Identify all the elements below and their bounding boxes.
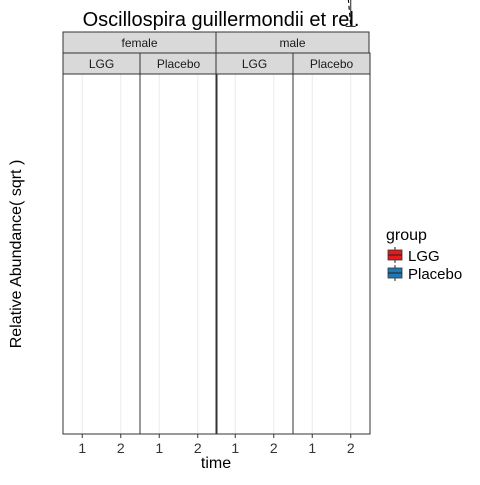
chart-title: Oscillospira guillermondii et rel.: [83, 9, 360, 31]
facet-strip-label-Placebo: Placebo: [310, 57, 354, 71]
y-axis-title: Relative Abundance( sqrt ): [8, 160, 25, 349]
legend-label-Placebo: Placebo: [408, 266, 462, 283]
legend-item-Placebo: Placebo: [387, 265, 462, 283]
x-axis-title: time: [201, 455, 231, 472]
facet-strip-label-LGG: LGG: [242, 57, 267, 71]
facet-strip-label-Placebo: Placebo: [157, 57, 201, 71]
x-tick-label: 1: [308, 440, 316, 456]
x-tick-label: 1: [231, 440, 239, 456]
x-tick-label: 1: [78, 440, 86, 456]
x-tick-label: 2: [347, 440, 355, 456]
facet-strip-label-female: female: [121, 36, 157, 50]
x-tick-label: 2: [194, 440, 202, 456]
x-tick-label: 2: [117, 440, 125, 456]
facet-strip-label-male: male: [279, 36, 305, 50]
x-tick-label: 2: [270, 440, 278, 456]
panel-border: [292, 73, 371, 435]
legend-item-LGG: LGG: [387, 247, 440, 265]
panel-border: [139, 73, 218, 435]
facet-strip-label-LGG: LGG: [89, 57, 114, 71]
panels-layer: femalemaleLGG12Placebo12LGG12Placebo120.…: [62, 0, 371, 456]
panel-border: [215, 73, 294, 435]
x-tick-label: 1: [155, 440, 163, 456]
legend-title: group: [386, 227, 427, 244]
panel-border: [62, 73, 141, 435]
legend-label-LGG: LGG: [408, 248, 440, 265]
